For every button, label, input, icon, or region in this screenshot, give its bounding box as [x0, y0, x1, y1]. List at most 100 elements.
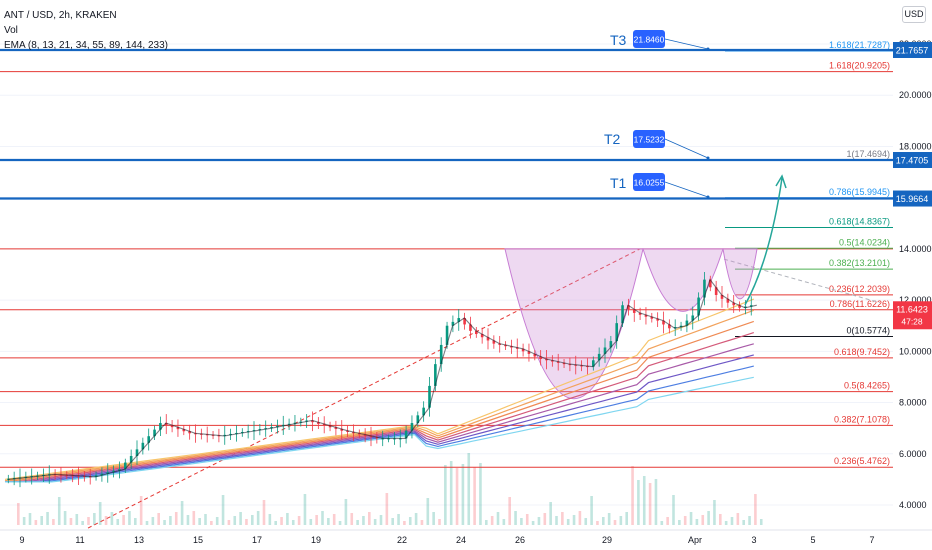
volume-bar: [362, 516, 365, 525]
volume-bar: [701, 515, 705, 525]
candle-body: [358, 433, 361, 435]
volume-bar: [490, 516, 494, 525]
volume-bar: [215, 517, 219, 525]
volume-bar: [315, 515, 318, 525]
volume-bar: [327, 518, 330, 525]
candle-body: [434, 364, 437, 386]
trendline-dashed: [87, 248, 641, 529]
volume-bar: [414, 513, 418, 525]
volume-bar: [403, 521, 406, 525]
candle-body: [592, 360, 595, 367]
volume-bar: [286, 513, 289, 525]
volume-bar: [730, 517, 734, 525]
volume-bar: [520, 518, 523, 525]
level-tag-value: 17.4705: [896, 156, 929, 166]
candle-body: [106, 472, 110, 474]
candle-body: [340, 429, 344, 431]
volume-bar: [116, 519, 120, 525]
date-tick-label: 5: [810, 535, 815, 545]
candle-body: [650, 316, 654, 319]
price-line: [7, 278, 757, 480]
volume-bar: [672, 495, 675, 525]
candle-body: [738, 305, 741, 308]
volume-bar: [408, 517, 412, 525]
price-tick-label: 18.0000: [899, 141, 932, 151]
candle-body: [603, 347, 607, 354]
candle-body: [720, 294, 724, 299]
fib-extension-label: 1.618(21.7287): [829, 40, 890, 50]
target-value-box: [633, 173, 665, 191]
candle-body: [188, 431, 191, 434]
volume-bar: [280, 517, 283, 525]
volume-bar: [291, 520, 295, 525]
bar-countdown: 47:28: [901, 316, 923, 326]
volume-bar: [239, 512, 242, 525]
level-tag-value: 15.9664: [896, 194, 929, 204]
candle-body: [545, 359, 548, 361]
volume-bar: [555, 516, 558, 525]
price-tick-label: 14.0000: [899, 244, 932, 254]
candle-body: [369, 435, 373, 438]
volume-bar: [602, 517, 605, 525]
candle-body: [416, 415, 420, 424]
candle-body: [726, 298, 730, 303]
volume-bar: [514, 511, 517, 525]
candle-body: [668, 324, 671, 329]
candle-body: [662, 320, 665, 325]
candle-body: [510, 346, 513, 348]
date-tick-label: 7: [869, 535, 874, 545]
candle-body: [410, 423, 414, 431]
symbol-title[interactable]: ANT / USD, 2h, KRAKEN: [4, 10, 117, 21]
ema-line: [4, 332, 754, 483]
candle-body: [176, 427, 180, 430]
volume-bar: [245, 519, 248, 525]
current-price-tag: [893, 301, 932, 330]
volume-bar: [52, 519, 55, 525]
volume-bar: [204, 514, 207, 525]
fib-level-label: 0.618(9.7452): [834, 347, 890, 357]
candle-body: [504, 344, 507, 347]
volume-bar: [736, 513, 740, 525]
volume-bar: [139, 496, 143, 525]
volume-bar: [104, 516, 108, 525]
volume-bar: [590, 496, 593, 525]
candle-body: [492, 340, 496, 344]
volume-bar: [678, 520, 681, 525]
price-tick-label: 8.0000: [899, 398, 927, 408]
candlesticks: [7, 271, 753, 488]
volume-bar: [46, 512, 49, 525]
price-tick-label: 12.0000: [899, 295, 932, 305]
volume-bar: [98, 502, 102, 525]
volume-bar: [87, 517, 90, 525]
volume-bar: [221, 495, 225, 525]
volume-bar: [461, 464, 465, 525]
ema-line: [4, 298, 755, 480]
volume-bar: [93, 513, 96, 525]
target-connector: [664, 181, 709, 198]
candle-body: [673, 327, 677, 329]
volume-bar: [110, 512, 114, 525]
date-tick-label: 17: [252, 535, 262, 545]
volume-bar: [256, 511, 260, 525]
candle-body: [475, 330, 478, 335]
volume-bar: [169, 516, 172, 525]
candle-body: [363, 434, 367, 436]
candle-body: [486, 337, 490, 341]
level-tag-value: 21.7657: [896, 46, 929, 56]
date-tick-label: Apr: [688, 535, 702, 545]
volume-bar: [455, 468, 459, 525]
volume-bar: [40, 516, 43, 525]
volume-bar: [297, 516, 301, 525]
volume-indicator-label[interactable]: Vol: [4, 25, 18, 36]
fib-extension-label: 0.236(12.2039): [829, 284, 890, 294]
date-tick-label: 22: [397, 535, 407, 545]
volume-bar: [584, 518, 588, 525]
volume-bar: [262, 500, 266, 525]
volume-bar: [719, 514, 722, 525]
currency-button[interactable]: USD: [902, 6, 926, 23]
volume-bar: [17, 503, 20, 525]
current-price-value: 11.6423: [896, 304, 928, 314]
ema-indicator-label[interactable]: EMA (8, 13, 21, 34, 55, 89, 144, 233): [4, 40, 168, 51]
target-value: 17.5232: [634, 135, 665, 145]
